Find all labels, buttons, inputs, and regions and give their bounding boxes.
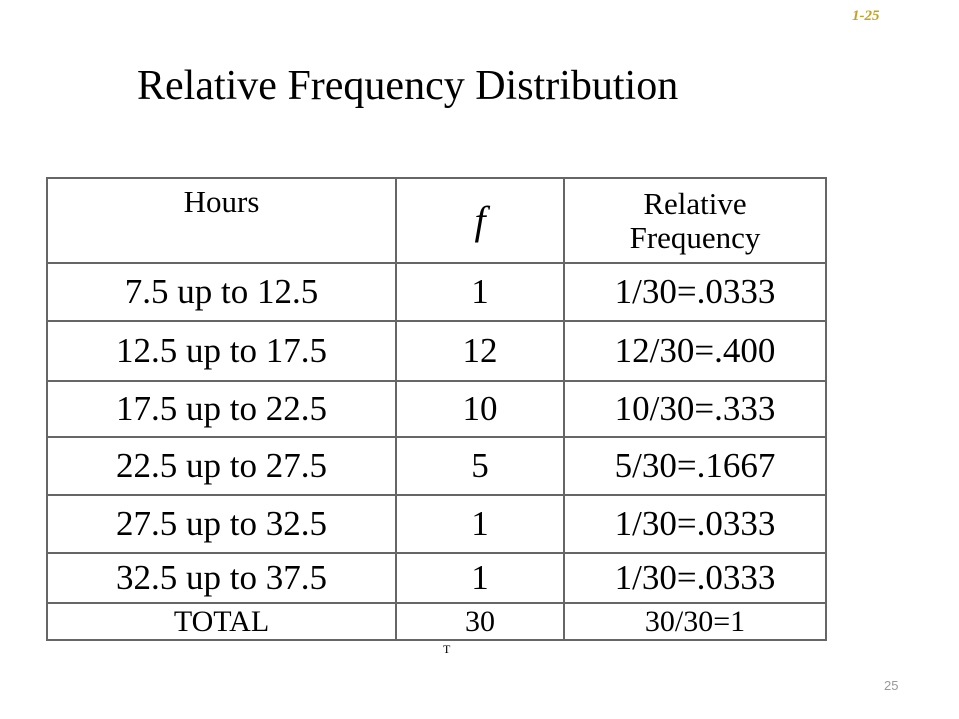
- cell-hours: 17.5 up to 22.5: [46, 380, 397, 438]
- table-row: 17.5 up to 22.5 10 10/30=.333: [46, 380, 827, 438]
- cell-relative: 10/30=.333: [563, 380, 827, 438]
- cell-f: 12: [395, 320, 565, 382]
- cell-relative: 1/30=.0333: [563, 262, 827, 322]
- cell-f: 1: [395, 262, 565, 322]
- table-total-row: TOTAL 30 30/30=1: [46, 602, 827, 641]
- header-hours: Hours: [46, 177, 397, 264]
- table-row: 12.5 up to 17.5 12 12/30=.400: [46, 320, 827, 382]
- cell-relative: 1/30=.0333: [563, 494, 827, 554]
- tiny-mark: T: [443, 642, 451, 656]
- header-f: f: [395, 177, 565, 264]
- cell-f: 1: [395, 494, 565, 554]
- header-relative-frequency: Relative Frequency: [563, 177, 827, 264]
- cell-hours: 22.5 up to 27.5: [46, 436, 397, 496]
- header-relative-line1: Relative: [643, 185, 747, 221]
- frequency-table: Hours f Relative Frequency 7.5 up to 12.…: [46, 177, 827, 641]
- cell-relative: 1/30=.0333: [563, 552, 827, 604]
- cell-f: 5: [395, 436, 565, 496]
- table-row: 7.5 up to 12.5 1 1/30=.0333: [46, 262, 827, 322]
- cell-hours: 32.5 up to 37.5: [46, 552, 397, 604]
- table-row: 27.5 up to 32.5 1 1/30=.0333: [46, 494, 827, 554]
- total-f: 30: [395, 602, 565, 641]
- total-relative: 30/30=1: [563, 602, 827, 641]
- cell-hours: 7.5 up to 12.5: [46, 262, 397, 322]
- slide-tag: 1-25: [852, 8, 880, 24]
- slide-title: Relative Frequency Distribution: [137, 63, 679, 109]
- cell-relative: 12/30=.400: [563, 320, 827, 382]
- page-number: 25: [884, 678, 899, 693]
- total-label: TOTAL: [46, 602, 397, 641]
- cell-f: 1: [395, 552, 565, 604]
- table-row: 22.5 up to 27.5 5 5/30=.1667: [46, 436, 827, 496]
- header-relative-line2: Frequency: [629, 219, 761, 255]
- cell-relative: 5/30=.1667: [563, 436, 827, 496]
- cell-hours: 12.5 up to 17.5: [46, 320, 397, 382]
- table-row: 32.5 up to 37.5 1 1/30=.0333: [46, 552, 827, 604]
- cell-f: 10: [395, 380, 565, 438]
- table-header-row: Hours f Relative Frequency: [46, 177, 827, 264]
- cell-hours: 27.5 up to 32.5: [46, 494, 397, 554]
